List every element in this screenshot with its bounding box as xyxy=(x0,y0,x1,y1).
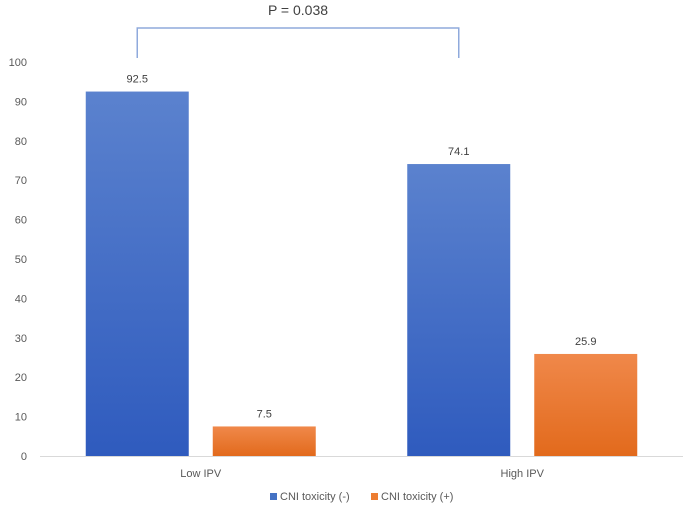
y-axis: 0 10 20 30 40 50 60 70 80 90 100 xyxy=(9,57,27,463)
y-tick-label: 30 xyxy=(15,333,27,345)
y-tick-label: 40 xyxy=(15,293,27,305)
legend: CNI toxicity (-) CNI toxicity (+) xyxy=(270,491,453,503)
data-label: 7.5 xyxy=(257,408,272,420)
x-axis: Low IPV High IPV xyxy=(180,468,544,480)
legend-swatch xyxy=(371,493,378,500)
y-tick-label: 10 xyxy=(15,412,27,424)
y-tick-label: 100 xyxy=(9,57,27,69)
bars xyxy=(85,91,638,457)
bar xyxy=(407,164,511,456)
bar xyxy=(212,426,316,456)
legend-label: CNI toxicity (+) xyxy=(381,491,453,503)
data-label: 92.5 xyxy=(127,74,148,86)
bar xyxy=(85,91,189,457)
y-tick-label: 50 xyxy=(15,254,27,266)
significance-bracket xyxy=(136,27,460,58)
p-value-annotation: P = 0.038 xyxy=(268,2,328,18)
legend-label: CNI toxicity (-) xyxy=(280,491,350,503)
y-tick-label: 20 xyxy=(15,372,27,384)
data-label: 74.1 xyxy=(448,146,469,158)
y-tick-label: 80 xyxy=(15,136,27,148)
data-label: 25.9 xyxy=(575,336,596,348)
legend-swatch xyxy=(270,493,277,500)
bar xyxy=(534,353,638,456)
data-labels: 92.5 7.5 74.1 25.9 xyxy=(127,74,597,421)
y-tick-label: 60 xyxy=(15,215,27,227)
y-tick-label: 0 xyxy=(21,451,27,463)
x-tick-label: Low IPV xyxy=(180,468,222,480)
y-tick-label: 70 xyxy=(15,175,27,187)
x-tick-label: High IPV xyxy=(501,468,545,480)
y-tick-label: 90 xyxy=(15,96,27,108)
